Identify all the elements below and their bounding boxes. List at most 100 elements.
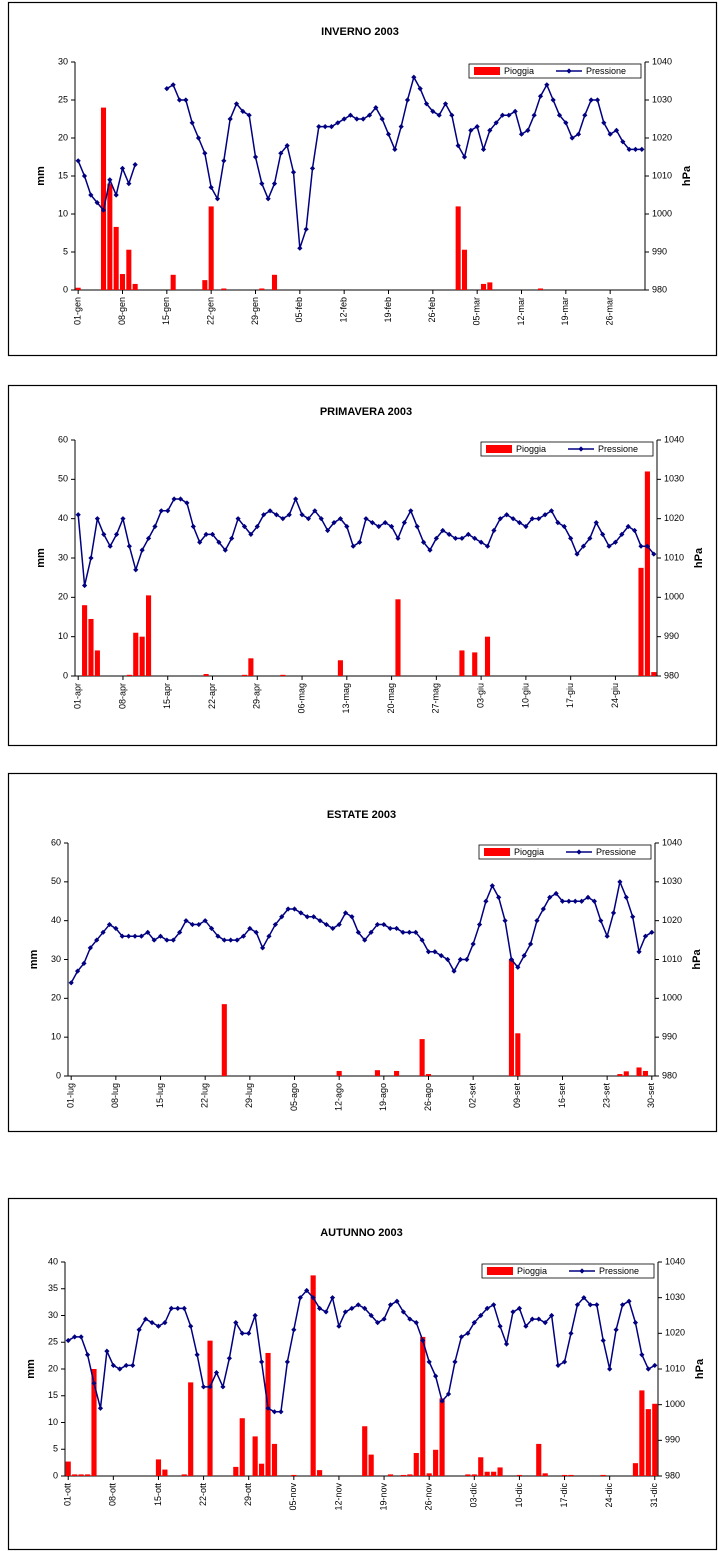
pressure-marker bbox=[215, 933, 221, 939]
pressure-marker bbox=[413, 929, 419, 935]
rain-bar bbox=[336, 1070, 342, 1076]
pressure-marker bbox=[455, 143, 461, 149]
pressure-marker bbox=[561, 1359, 568, 1365]
pressure-marker bbox=[607, 1366, 613, 1372]
pressure-marker bbox=[375, 1320, 381, 1326]
y-tick-label: 30 bbox=[48, 1310, 58, 1320]
pressure-marker bbox=[291, 1327, 297, 1333]
pressure-marker bbox=[472, 535, 478, 541]
rain-bar bbox=[600, 1474, 606, 1476]
y2-axis-title: hPa bbox=[694, 1358, 706, 1379]
pressure-marker bbox=[284, 143, 290, 149]
rain-bar bbox=[280, 674, 286, 676]
pressure-marker bbox=[220, 1384, 226, 1390]
pressure-marker bbox=[644, 543, 651, 549]
pressure-marker bbox=[483, 898, 489, 904]
y2-tick-label: 1040 bbox=[652, 56, 672, 66]
pressure-marker bbox=[420, 539, 427, 545]
pressure-marker bbox=[553, 890, 559, 897]
pressure-marker bbox=[607, 131, 613, 137]
pressure-marker bbox=[151, 937, 157, 943]
pressure-marker bbox=[241, 523, 248, 530]
y-tick-label: 10 bbox=[51, 1032, 61, 1042]
pressure-marker bbox=[181, 1305, 187, 1311]
y-tick-label: 0 bbox=[56, 1070, 61, 1080]
x-tick-label: 23-set bbox=[602, 1083, 612, 1109]
pressure-marker bbox=[107, 543, 113, 549]
pressure-marker bbox=[556, 112, 563, 118]
pressure-marker bbox=[392, 146, 398, 152]
pressure-marker bbox=[177, 496, 184, 502]
pressure-marker bbox=[465, 531, 471, 537]
pressure-marker bbox=[184, 500, 190, 506]
pressure-marker bbox=[325, 527, 331, 534]
pressure-marker bbox=[273, 512, 280, 518]
pressure-marker bbox=[336, 1323, 342, 1329]
y-tick-label: 35 bbox=[48, 1283, 58, 1293]
pressure-marker bbox=[464, 956, 470, 963]
y-tick-label: 60 bbox=[51, 837, 61, 847]
pressure-marker bbox=[88, 192, 94, 198]
rain-bar bbox=[107, 183, 113, 290]
pressure-marker bbox=[404, 97, 411, 103]
pressure-marker bbox=[601, 120, 607, 126]
pressure-marker bbox=[233, 1320, 239, 1326]
rain-bar bbox=[497, 1467, 503, 1476]
pressure-marker bbox=[632, 1320, 639, 1326]
pressure-marker bbox=[72, 1334, 78, 1340]
pressure-marker bbox=[209, 531, 216, 537]
pressure-line bbox=[77, 497, 655, 586]
pressure-marker bbox=[496, 894, 502, 900]
x-tick-label: 03-giu bbox=[475, 683, 485, 708]
y-tick-label: 15 bbox=[48, 1390, 58, 1400]
y-tick-label: 40 bbox=[48, 1256, 58, 1266]
legend-label: Pioggia bbox=[516, 444, 546, 454]
y2-tick-label: 980 bbox=[662, 1070, 677, 1080]
pressure-marker bbox=[516, 1305, 523, 1311]
pressure-marker bbox=[132, 933, 138, 939]
pressure-marker bbox=[78, 1334, 84, 1340]
rain-bar bbox=[536, 1443, 542, 1476]
pressure-marker bbox=[587, 535, 593, 541]
pressure-marker bbox=[497, 1323, 503, 1329]
pressure-marker bbox=[164, 937, 170, 943]
pressure-marker bbox=[381, 1316, 387, 1322]
rain-bar bbox=[291, 1474, 297, 1476]
pressure-marker bbox=[612, 539, 619, 545]
pressure-marker bbox=[407, 1316, 413, 1322]
pressure-marker bbox=[626, 1298, 632, 1304]
pressure-marker bbox=[177, 929, 183, 935]
pressure-marker bbox=[639, 1352, 645, 1358]
rain-bar bbox=[652, 1403, 658, 1476]
rain-bar bbox=[394, 1070, 400, 1076]
y2-tick-label: 980 bbox=[664, 670, 679, 680]
pressure-marker bbox=[91, 1380, 97, 1386]
x-tick-label: 19-mar bbox=[560, 297, 570, 326]
pressure-marker bbox=[278, 1409, 284, 1415]
x-tick-label: 08-gen bbox=[117, 297, 127, 325]
pressure-marker bbox=[336, 921, 342, 928]
pressure-marker bbox=[81, 960, 87, 966]
pressure-marker bbox=[84, 1352, 91, 1358]
rain-bar bbox=[455, 206, 461, 290]
x-tick-label: 01-lug bbox=[66, 1083, 76, 1108]
rain-bar bbox=[133, 632, 139, 676]
pressure-marker bbox=[246, 1330, 252, 1336]
rain-bar bbox=[139, 636, 145, 676]
pressure-marker bbox=[493, 120, 499, 126]
y-tick-label: 10 bbox=[58, 631, 68, 641]
pressure-marker bbox=[580, 543, 587, 549]
pressure-marker bbox=[484, 543, 491, 549]
y-axis-title: mm bbox=[35, 548, 47, 568]
pressure-marker bbox=[374, 921, 381, 928]
pressure-marker bbox=[569, 135, 575, 141]
pressure-marker bbox=[342, 1309, 348, 1315]
pressure-marker bbox=[491, 1302, 497, 1308]
pressure-marker bbox=[368, 929, 374, 935]
legend-swatch bbox=[474, 67, 500, 75]
x-tick-label: 29-apr bbox=[252, 683, 262, 709]
x-tick-label: 19-ago bbox=[378, 1083, 388, 1111]
pressure-marker bbox=[610, 910, 617, 916]
rain-bar bbox=[471, 1474, 477, 1476]
pressure-marker bbox=[432, 949, 438, 955]
